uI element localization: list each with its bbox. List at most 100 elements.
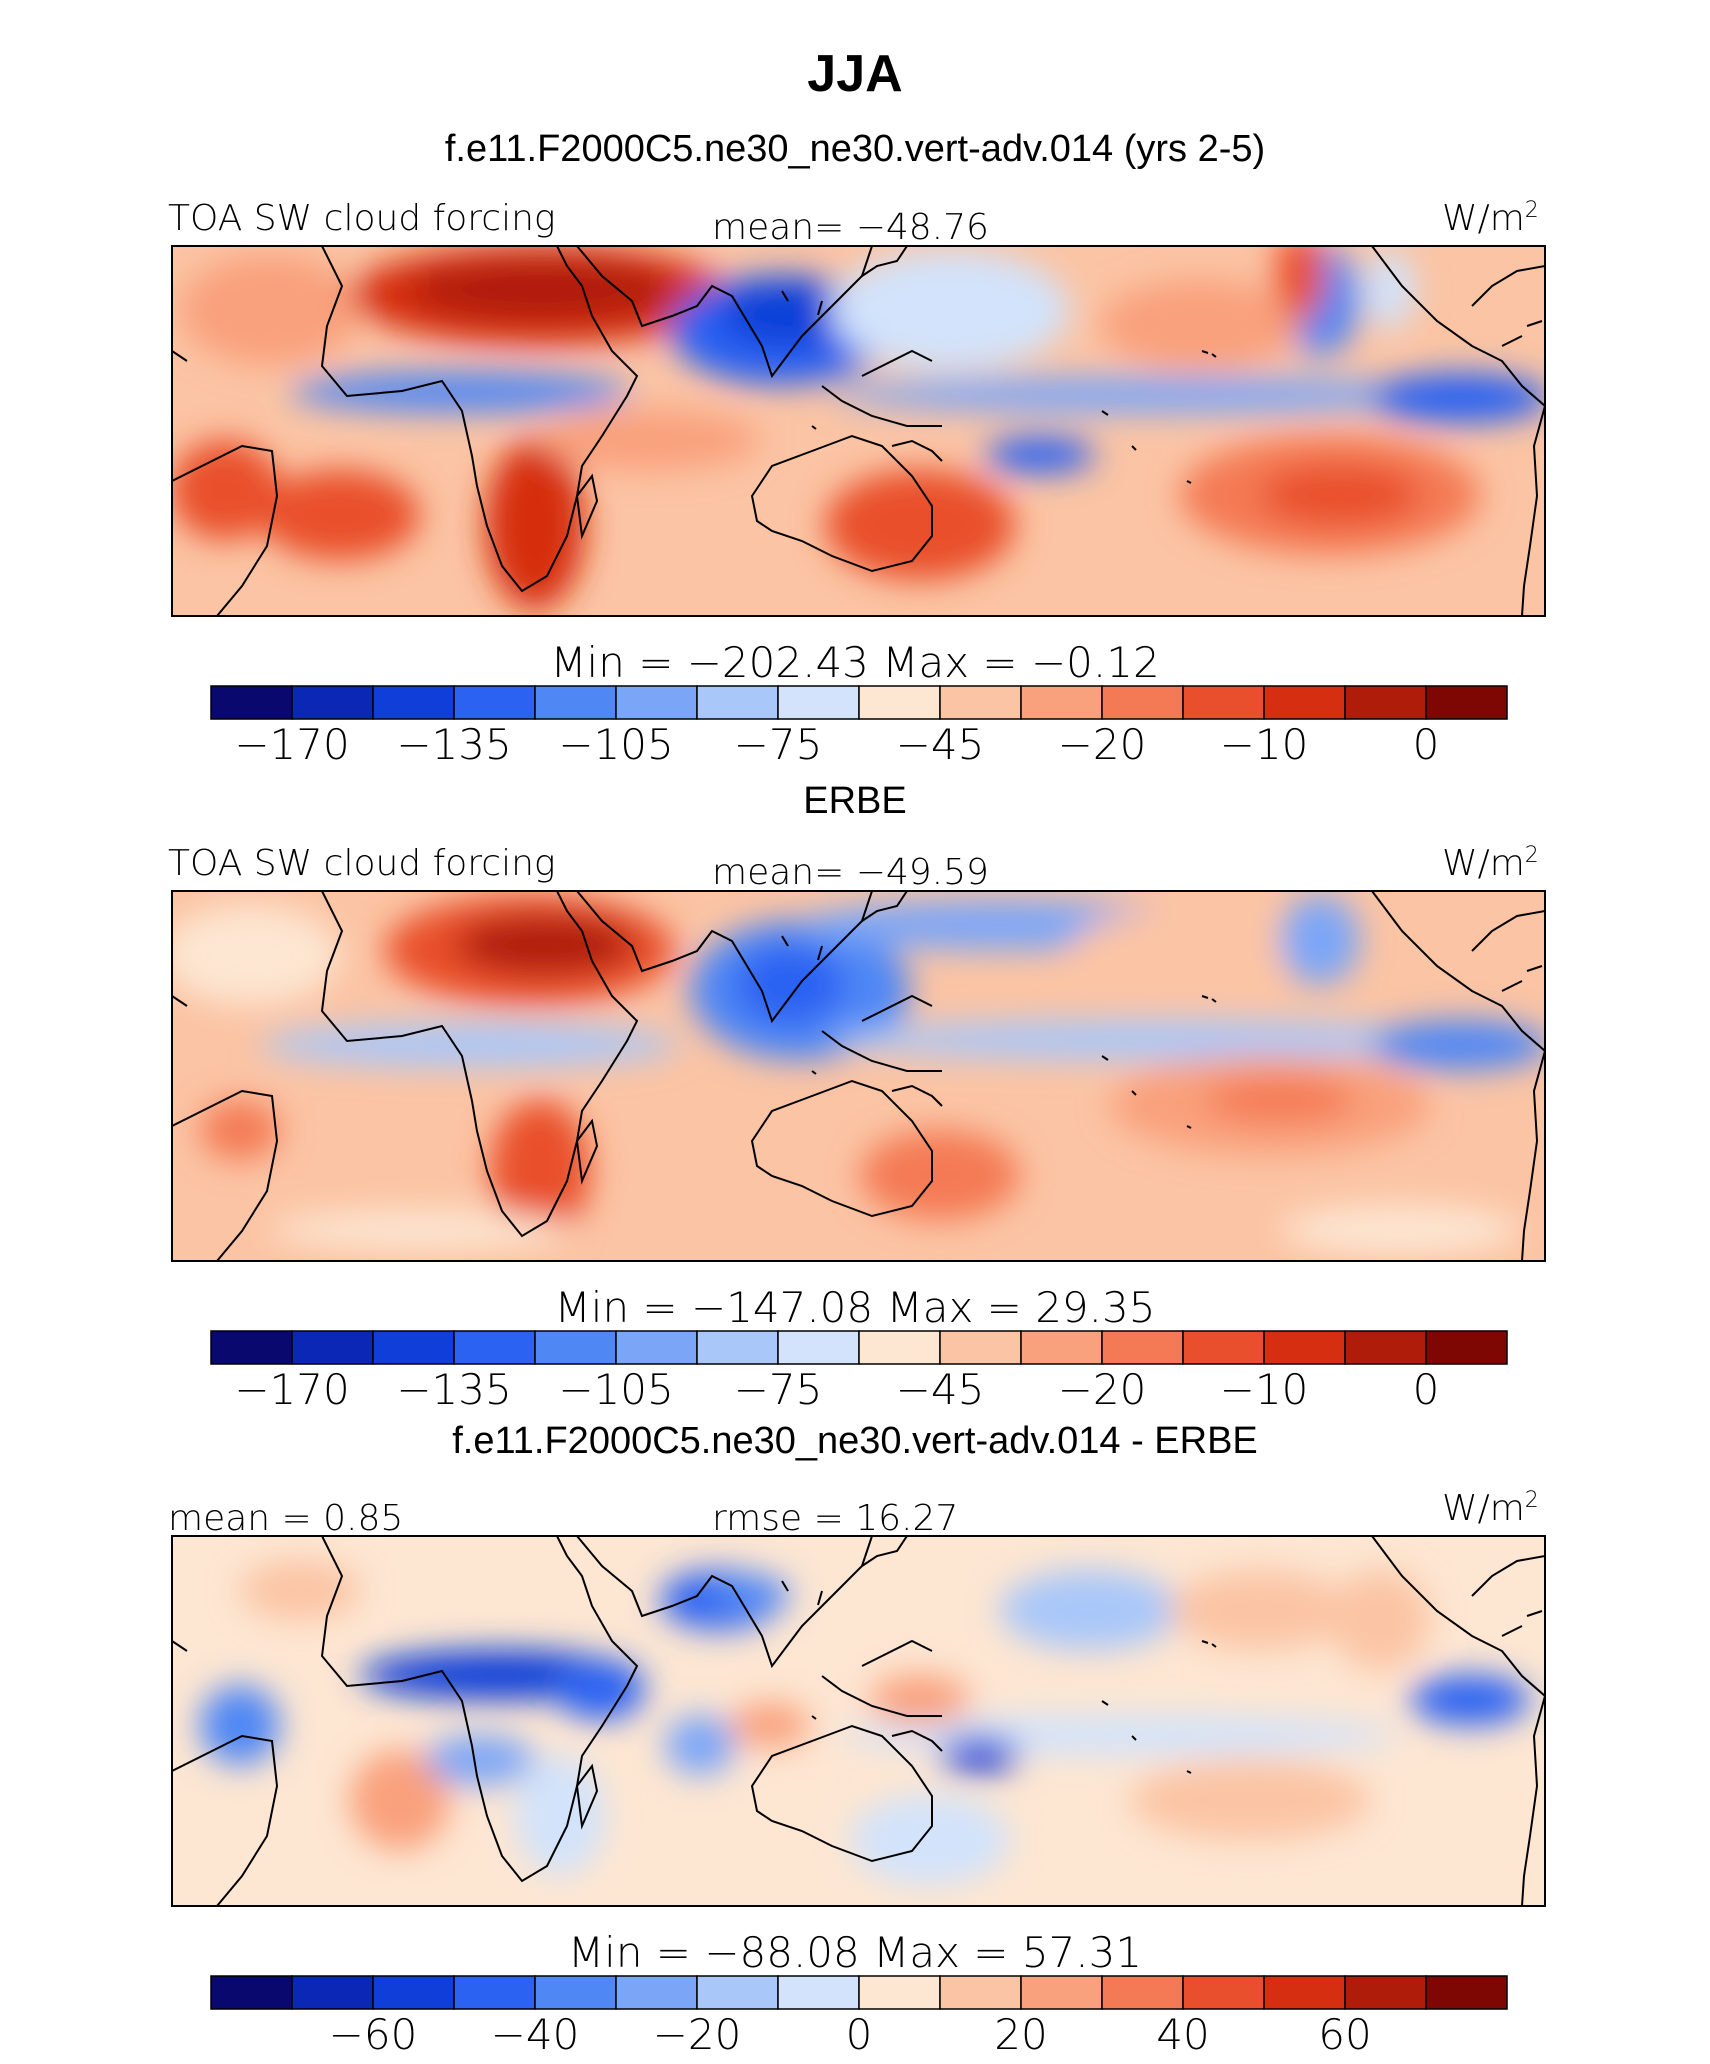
colorbar-box bbox=[1344, 685, 1427, 720]
colorbar-tick-label: 0 bbox=[846, 2010, 873, 2059]
colorbar-box bbox=[291, 1975, 374, 2010]
colorbar-tick-label: −10 bbox=[1220, 720, 1309, 769]
colorbar-box bbox=[858, 685, 941, 720]
panel-3-frame bbox=[171, 1535, 1546, 1907]
panel-3-min-max: Min = −88.08 Max = 57.31 bbox=[567, 1928, 1143, 1977]
panel-2-min-max: Min = −147.08 Max = 29.35 bbox=[554, 1283, 1156, 1332]
colorbar-box bbox=[372, 685, 455, 720]
panel-1-frame bbox=[171, 245, 1546, 617]
colorbar-box bbox=[453, 1330, 536, 1365]
colorbar-tick-label: −20 bbox=[1058, 1365, 1147, 1414]
colorbar-tick-label: 0 bbox=[1413, 720, 1440, 769]
panel-3-mean-label: mean = 0.85 bbox=[168, 1498, 404, 1539]
colorbar-box bbox=[615, 685, 698, 720]
colorbar-box bbox=[1020, 685, 1103, 720]
panel-3-heading: f.e11.F2000C5.ne30_ne30.vert-adv.014 - E… bbox=[452, 1420, 1258, 1462]
colorbar-box bbox=[453, 685, 536, 720]
panel-3-colorbar: −60 −40 −20 0 20 40 60 bbox=[210, 1975, 1508, 2059]
colorbar-box bbox=[1263, 1330, 1346, 1365]
panel-1-field-label: TOA SW cloud forcing bbox=[168, 198, 556, 239]
colorbar-tick-label: −75 bbox=[734, 1365, 823, 1414]
panel-1-units-exp: 2 bbox=[1524, 198, 1539, 223]
panel-2-heading: ERBE bbox=[803, 780, 907, 822]
colorbar-box bbox=[939, 1975, 1022, 2010]
panel-3-units: W/m2 bbox=[1442, 1488, 1539, 1529]
colorbar-box bbox=[777, 685, 860, 720]
colorbar-tick-label: −105 bbox=[558, 720, 673, 769]
page-title: JJA bbox=[807, 45, 903, 103]
colorbar-box bbox=[615, 1330, 698, 1365]
colorbar-box bbox=[1182, 1330, 1265, 1365]
colorbar-tick-label: −135 bbox=[396, 720, 511, 769]
panel-3-map bbox=[172, 1536, 1545, 1906]
panel-1-units: W/m2 bbox=[1442, 198, 1539, 239]
panel-1-min-max: Min = −202.43 Max = −0.12 bbox=[550, 638, 1160, 687]
colorbar-box bbox=[939, 685, 1022, 720]
colorbar-tick-label: 0 bbox=[1413, 1365, 1440, 1414]
colorbar-tick-label: −60 bbox=[329, 2010, 418, 2059]
colorbar-tick-label: 40 bbox=[1156, 2010, 1209, 2059]
panel-1-mean-label: mean= −48.76 bbox=[712, 207, 989, 248]
colorbar-box bbox=[1182, 685, 1265, 720]
colorbar-box bbox=[372, 1975, 455, 2010]
colorbar-tick-label: −45 bbox=[896, 720, 985, 769]
panel-1-colorbar: −170 −135 −105 −75 −45 −20 −10 0 bbox=[210, 685, 1508, 769]
colorbar-box bbox=[1425, 1975, 1508, 2010]
colorbar-tick-label: −20 bbox=[1058, 720, 1147, 769]
panel-3-units-exp: 2 bbox=[1524, 1488, 1539, 1513]
panel-2-units-base: W/m bbox=[1442, 843, 1525, 884]
colorbar-tick-label: −45 bbox=[896, 1365, 985, 1414]
colorbar-box bbox=[453, 1975, 536, 2010]
colorbar-box bbox=[1425, 1330, 1508, 1365]
colorbar-box bbox=[1101, 1975, 1184, 2010]
colorbar-box bbox=[1020, 1975, 1103, 2010]
panel-3-rmse-label: rmse = 16.27 bbox=[712, 1498, 959, 1539]
colorbar-tick-label: −170 bbox=[234, 1365, 349, 1414]
panel-2-mean-label: mean= −49.59 bbox=[712, 852, 989, 893]
panel-3-units-base: W/m bbox=[1442, 1488, 1525, 1529]
colorbar-box bbox=[777, 1975, 860, 2010]
colorbar-box bbox=[1182, 1975, 1265, 2010]
colorbar-tick-label: −170 bbox=[234, 720, 349, 769]
colorbar-box bbox=[210, 685, 293, 720]
colorbar-box bbox=[1101, 685, 1184, 720]
colorbar-box bbox=[210, 1975, 293, 2010]
colorbar-tick-label: −75 bbox=[734, 720, 823, 769]
colorbar-box bbox=[291, 685, 374, 720]
panel-2-colorbar: −170 −135 −105 −75 −45 −20 −10 0 bbox=[210, 1330, 1508, 1414]
colorbar-box bbox=[696, 1975, 779, 2010]
colorbar-box bbox=[777, 1330, 860, 1365]
colorbar-tick-label: −10 bbox=[1220, 1365, 1309, 1414]
colorbar-box bbox=[1344, 1975, 1427, 2010]
colorbar-box bbox=[534, 685, 617, 720]
colorbar-tick-label: −135 bbox=[396, 1365, 511, 1414]
colorbar-box bbox=[534, 1975, 617, 2010]
panel-2-frame bbox=[171, 890, 1546, 1262]
colorbar-box bbox=[1101, 1330, 1184, 1365]
colorbar-box bbox=[939, 1330, 1022, 1365]
panel-1-units-base: W/m bbox=[1442, 198, 1525, 239]
colorbar-box bbox=[372, 1330, 455, 1365]
page-subtitle: f.e11.F2000C5.ne30_ne30.vert-adv.014 (yr… bbox=[444, 128, 1266, 170]
colorbar-box bbox=[1263, 685, 1346, 720]
colorbar-box bbox=[534, 1330, 617, 1365]
colorbar-box bbox=[858, 1975, 941, 2010]
panel-2-units: W/m2 bbox=[1442, 843, 1539, 884]
colorbar-box bbox=[858, 1330, 941, 1365]
panel-2-map bbox=[172, 891, 1545, 1261]
colorbar-box bbox=[1425, 685, 1508, 720]
panel-2-field-label: TOA SW cloud forcing bbox=[168, 843, 556, 884]
colorbar-box bbox=[1020, 1330, 1103, 1365]
colorbar-box bbox=[291, 1330, 374, 1365]
colorbar-tick-label: −105 bbox=[558, 1365, 673, 1414]
panel-1-map bbox=[172, 246, 1545, 616]
colorbar-tick-label: −40 bbox=[491, 2010, 580, 2059]
colorbar-box bbox=[1263, 1975, 1346, 2010]
colorbar-tick-label: 60 bbox=[1318, 2010, 1371, 2059]
colorbar-tick-label: −20 bbox=[653, 2010, 742, 2059]
panel-2-units-exp: 2 bbox=[1524, 843, 1539, 868]
colorbar-box bbox=[1344, 1330, 1427, 1365]
colorbar-box bbox=[615, 1975, 698, 2010]
colorbar-box bbox=[210, 1330, 293, 1365]
